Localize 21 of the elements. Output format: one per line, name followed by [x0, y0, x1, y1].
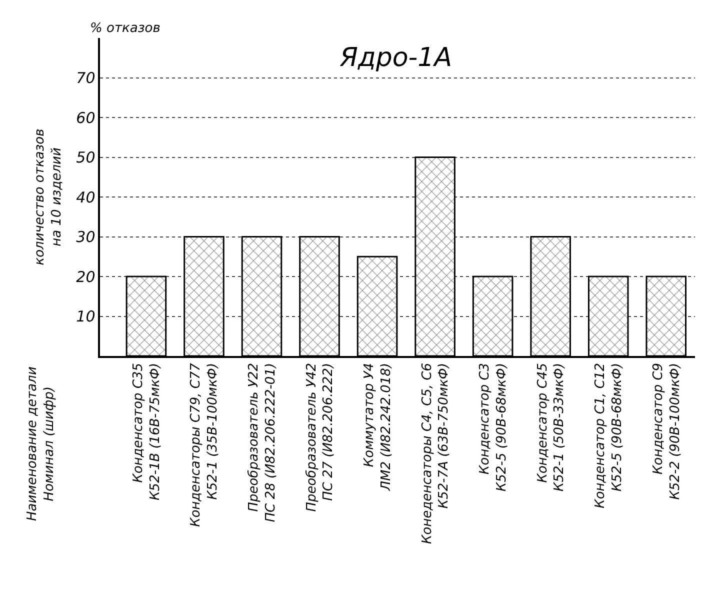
x-tick-label: Конеденсаторы С4, С5, С6 К52-7А (63В-750мкФ) — [420, 362, 452, 544]
x-tick-label: Конденсатор С1, С12 К52-5 (90В-68мкФ) — [593, 362, 626, 508]
y-axis-title: количество отказов на 10 изделий — [32, 128, 65, 266]
x-tick-label: Конденсатор С45 К52-1 (50В-33мкФ) — [535, 362, 568, 492]
x-tick-label: Коммутатор У4 ЛМ2 (И82.242.018) — [362, 362, 394, 492]
text: Наименование детали Номинал (шифр) — [24, 366, 57, 522]
y-tick-label: 70 — [76, 69, 96, 87]
x-tick-label: Конденсатор С9 К52-2 (90В-100мкФ) — [650, 362, 683, 500]
y-tick-label: 20 — [76, 268, 96, 286]
x-tick-label: Преобразователь У22 ПС 28 (И82.206.222-01) — [246, 362, 278, 522]
chart-title: Ядро-1А — [338, 43, 452, 74]
x-tick-label: Конденсаторы С79, С77 К52-1 (35В-100мкФ) — [188, 362, 221, 527]
text: % отказов — [90, 21, 160, 36]
y-tick-label: 10 — [76, 308, 96, 326]
y-tick-label: 60 — [76, 108, 96, 127]
y-tick-label: 40 — [76, 188, 96, 206]
x-tick-label: Конденсатор С35 К52-1В (16В-75мкФ) — [130, 362, 163, 500]
y-tick-label: 50 — [76, 148, 96, 166]
x-tick-label: Преобразователь У42 ПС 27 (И82.206.222) — [304, 362, 336, 512]
y-tick-label: 30 — [76, 228, 96, 246]
x-tick-label: Конденсатор С3 К52-5 (90В-68мкФ) — [478, 362, 510, 492]
